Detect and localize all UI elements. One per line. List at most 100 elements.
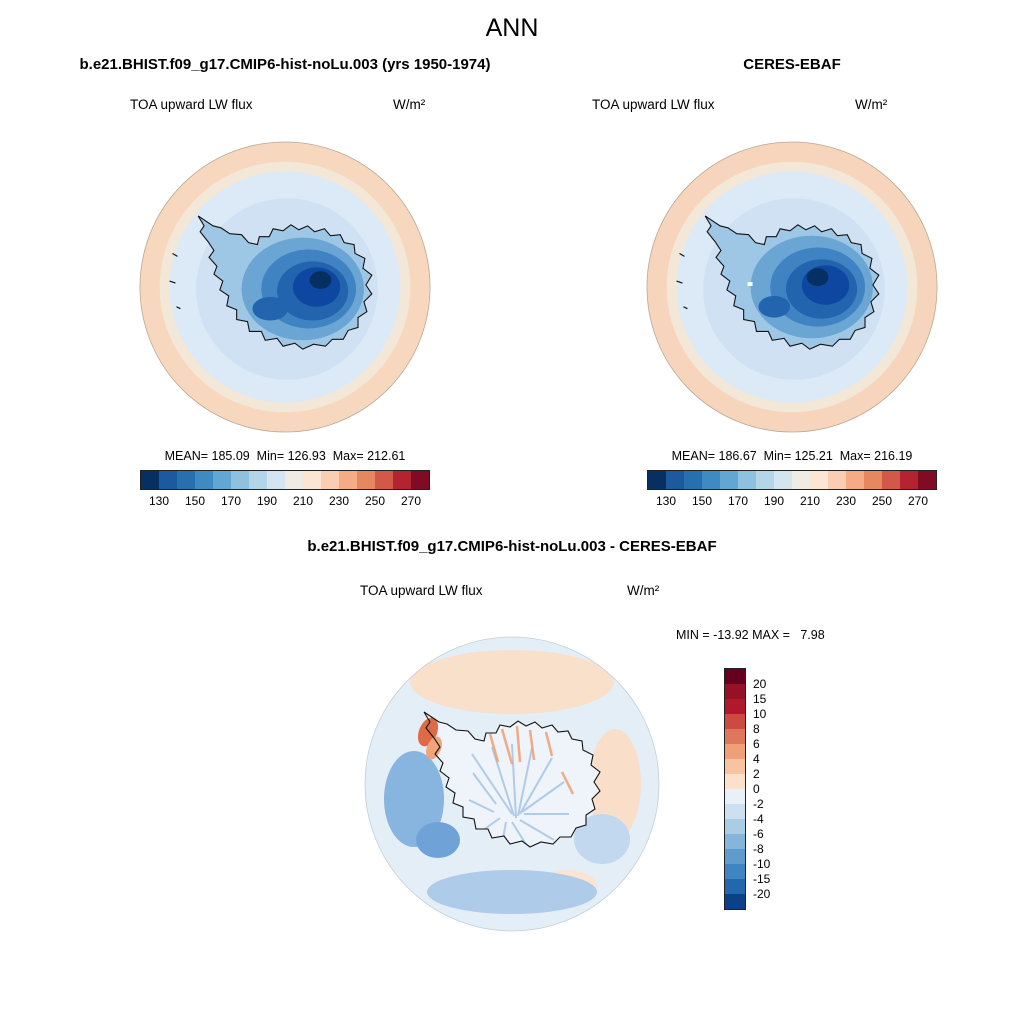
diff-continent-streaks [468,725,575,847]
colorbar-segment [725,849,745,864]
model-colorbar: 130 150 170 190 210 230 250 270 [140,470,430,508]
colorbar-tick-label: 4 [753,752,760,766]
colorbar-segment [375,471,393,489]
obs-stats: MEAN= 186.67 Min= 125.21 Max= 216.19 [671,449,913,463]
coastal-islands [676,252,688,310]
colorbar-tick-label: -4 [753,812,764,826]
colorbar-segment [141,471,159,489]
colorbar-tick-label: 150 [691,494,713,508]
colorbar-segment [393,471,411,489]
colorbar-segment [249,471,267,489]
colorbar-segment [864,471,882,489]
colorbar-tick-label: 170 [220,494,242,508]
colorbar-segment [725,684,745,699]
colorbar-segment [195,471,213,489]
colorbar-tick-label: 230 [835,494,857,508]
model-stats: MEAN= 185.09 Min= 126.93 Max= 212.61 [164,449,406,463]
colorbar-segment [882,471,900,489]
colorbar-segment [725,819,745,834]
colorbar-tick-label: 270 [400,494,422,508]
colorbar-tick-label: 190 [763,494,785,508]
continent-shading [241,237,364,341]
diff-warm-spot-peninsula-2 [426,736,442,760]
colorbar-segment [774,471,792,489]
colorbar-tick-label: 270 [907,494,929,508]
colorbar-tick-label: 210 [292,494,314,508]
diff-cool-patch-lower-left [416,822,460,858]
diff-warm-patch-top [410,650,614,714]
antarctica-coastline [704,215,880,350]
colorbar-tick-label: 250 [871,494,893,508]
colorbar-segment [666,471,684,489]
colorbar-segment [303,471,321,489]
colorbar-tick-label: 2 [753,767,760,781]
colorbar-segment [321,471,339,489]
obs-map-svg [646,141,938,433]
colorbar-tick-label: 130 [655,494,677,508]
diff-panel-header: b.e21.BHIST.f09_g17.CMIP6-hist-noLu.003 … [307,538,717,555]
diff-map [362,634,662,939]
diff-cool-patch-left [384,751,444,847]
colorbar-segment [339,471,357,489]
colorbar-segment [725,744,745,759]
colorbar-segment [918,471,936,489]
colorbar-tick-label: -8 [753,842,764,856]
colorbar-segment [177,471,195,489]
colorbar-segment [828,471,846,489]
diff-warm-patch-right [589,729,641,839]
colorbar-segment [725,789,745,804]
antarctica-coastline [423,711,601,848]
colorbar-segment [648,471,666,489]
diff-cool-patch-right [574,814,630,864]
diff-variable-label: TOA upward LW flux [360,583,483,598]
obs-panel-header: CERES-EBAF [743,56,841,73]
colorbar-segment [725,714,745,729]
colorbar-tick-label: -10 [753,857,771,871]
colorbar-segment [725,774,745,789]
diff-map-svg [364,636,660,932]
colorbar-segment [725,879,745,894]
colorbar-tick-label: 230 [328,494,350,508]
colorbar-segment [231,471,249,489]
colorbar-tick-label: 10 [753,707,767,721]
colorbar-tick-label: -20 [753,887,771,901]
colorbar-segment [411,471,429,489]
colorbar-segment [725,864,745,879]
missing-data-pole-dot [747,282,753,287]
colorbar-tick-label: 170 [727,494,749,508]
map-boundary-circle [646,141,938,433]
obs-map [644,139,940,440]
colorbar-segment [725,759,745,774]
colorbar-tick-label: -2 [753,797,764,811]
colorbar-tick-label: 8 [753,722,760,736]
coastal-islands [169,252,181,310]
colorbar-segment [725,729,745,744]
colorbar-tick-label: 6 [753,737,760,751]
colorbar-segment [285,471,303,489]
colorbar-segment [213,471,231,489]
model-panel-header: b.e21.BHIST.f09_g17.CMIP6-hist-noLu.003 … [79,56,491,73]
colorbar-tick-label: 20 [753,677,767,691]
obs-colorbar: 130 150 170 190 210 230 250 270 [647,470,937,508]
diff-colorbar: 20 15 10 8 6 4 2 0 -2 -4 -6 -8 -10 -15 -20 [724,668,770,910]
colorbar-segment [720,471,738,489]
colorbar-segment [357,471,375,489]
colorbar-segment [846,471,864,489]
colorbar-tick-label: 150 [184,494,206,508]
colorbar-segment [792,471,810,489]
model-variable-label: TOA upward LW flux [130,97,253,112]
colorbar-segment [738,471,756,489]
colorbar-segment [725,669,745,684]
colorbar-segment [159,471,177,489]
diff-cool-band-bottom [427,870,597,914]
colorbar-segment [684,471,702,489]
map-boundary-circle [364,636,660,932]
colorbar-segment [267,471,285,489]
obs-variable-label: TOA upward LW flux [592,97,715,112]
obs-units-label: W/m² [855,97,888,112]
colorbar-segment [725,834,745,849]
colorbar-tick-label: -15 [753,872,771,886]
model-units-label: W/m² [393,97,426,112]
colorbar-tick-label: 210 [799,494,821,508]
